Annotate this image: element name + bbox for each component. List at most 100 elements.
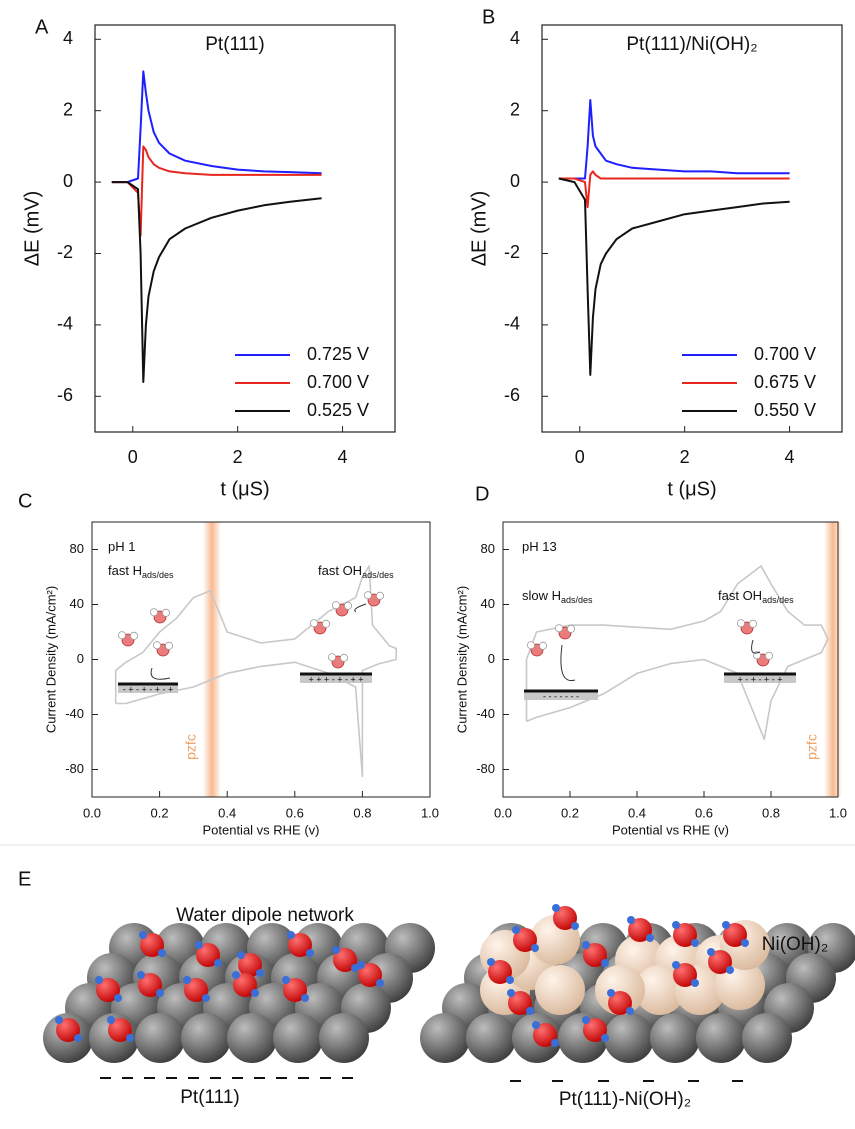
y-tick-label: -6 [504,385,520,405]
x-axis-label: t (μS) [220,478,269,500]
annotation-subscript: ads/des [762,595,794,605]
pzfc-label: pzfc [183,734,199,760]
annotation-text: slow H [522,588,561,603]
x-tick-label: 2 [680,447,690,467]
data-line [111,181,322,383]
hydrogen [331,601,340,610]
water-h [156,989,164,997]
data-line [111,145,322,237]
hydrogen [527,641,536,650]
water-h [74,1034,82,1042]
water-o [56,1018,80,1042]
data-line [111,70,322,184]
y-tick-label: -2 [57,242,73,262]
water-o [583,943,607,967]
water-h [601,959,609,967]
data-line [558,99,790,180]
pt-atom [466,1013,516,1063]
surface-charge: - - - - - - - [543,691,579,701]
y-tick-label: -6 [57,385,73,405]
hydrogen [152,641,161,650]
water-h [506,976,514,984]
panel-label-right: Pt(111)-Ni(OH)₂ [559,1089,691,1110]
ni-atom [635,965,685,1015]
water-h [287,931,295,939]
water-o [723,923,747,947]
annotation: fast OHads/des [318,563,394,580]
annotation-text: fast H [108,563,142,578]
pt-atom [604,1013,654,1063]
arrow [751,639,761,654]
data-line [558,177,790,376]
plot-frame [541,24,843,433]
water-h [626,1007,634,1015]
x-tick-label: 0 [575,447,585,467]
water-h [646,934,654,942]
annotation: fast Hads/des [108,563,174,580]
water-o [533,1023,557,1047]
water-o [233,973,257,997]
water-o [673,923,697,947]
x-tick-label: 1.0 [829,805,847,820]
legend-label: 0.700 V [307,372,369,392]
pt-atom [696,1013,746,1063]
surface-charge: - + - + - + - + [123,684,174,694]
annotation: fast OHads/des [718,588,794,605]
pzfc-band [823,522,842,797]
pt-atom [420,1013,470,1063]
hydrogen [567,624,576,633]
legend-label: 0.525 V [307,400,369,420]
water-h [202,994,210,1002]
y-tick-label: -4 [57,314,73,334]
water-h [376,979,384,987]
y-tick-label: -40 [65,706,84,721]
water-o [673,963,697,987]
annotation-subscript: ads/des [362,570,394,580]
x-axis-label: Potential vs RHE (v) [612,822,729,837]
water-h [487,958,495,966]
panel-label: D [475,483,489,505]
hydrogen [321,619,330,628]
water-h [251,989,259,997]
panel-label-ni: Ni(OH)₂ [762,934,828,955]
x-tick-label: 0.0 [494,805,512,820]
annotation-text: fast OH [318,563,362,578]
water-h [183,976,191,984]
panel-title: Water dipole network [176,905,354,926]
y-tick-label: 4 [63,28,73,48]
water-h [195,941,203,949]
water-o [283,978,307,1002]
y-tick-label: 80 [70,541,84,556]
x-tick-label: 0.8 [353,805,371,820]
annotation: pH 1 [108,539,135,554]
water-h [607,989,615,997]
water-h [232,971,240,979]
water-h [158,949,166,957]
water-o [96,978,120,1002]
pt-atom [273,1013,323,1063]
legend-label: 0.700 V [754,344,816,364]
water-h [691,979,699,987]
water-h [512,926,520,934]
pt-atom [742,1013,792,1063]
water-o [583,1018,607,1042]
hydrogen [118,631,127,640]
water-o [196,943,220,967]
x-tick-label: 0 [128,447,138,467]
water-o [138,973,162,997]
hydrogen [363,591,372,600]
x-tick-label: 4 [338,447,348,467]
x-tick-label: 0.4 [218,805,236,820]
electrode-shade [724,674,796,683]
x-tick-label: 1.0 [421,805,439,820]
electrode-shade [118,684,178,693]
water-o [238,953,262,977]
pt-atom [227,1013,277,1063]
pzfc-band [202,522,221,797]
y-axis-label: Current Density (mA/cm²) [43,586,58,733]
y-tick-label: -80 [65,761,84,776]
panel-label: C [18,490,32,512]
water-h [532,1021,540,1029]
hydrogen [737,619,746,628]
